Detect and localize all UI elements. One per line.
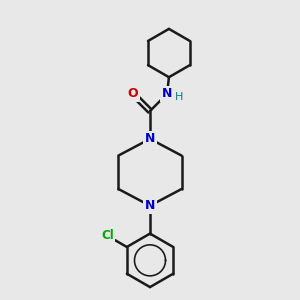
Text: H: H <box>175 92 183 102</box>
Text: Cl: Cl <box>101 229 114 242</box>
Text: N: N <box>162 87 172 101</box>
Text: N: N <box>145 132 155 146</box>
Text: N: N <box>145 199 155 212</box>
Text: O: O <box>128 87 138 101</box>
